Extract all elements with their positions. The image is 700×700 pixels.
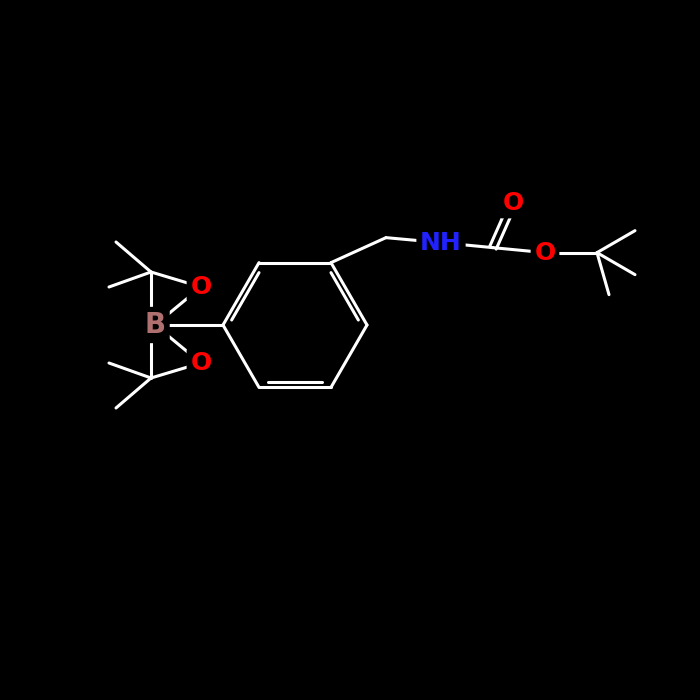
Text: O: O <box>190 351 211 375</box>
Text: B: B <box>144 311 166 339</box>
Text: O: O <box>503 190 524 215</box>
Text: O: O <box>190 275 211 299</box>
Text: NH: NH <box>420 230 462 255</box>
Text: O: O <box>534 241 556 265</box>
